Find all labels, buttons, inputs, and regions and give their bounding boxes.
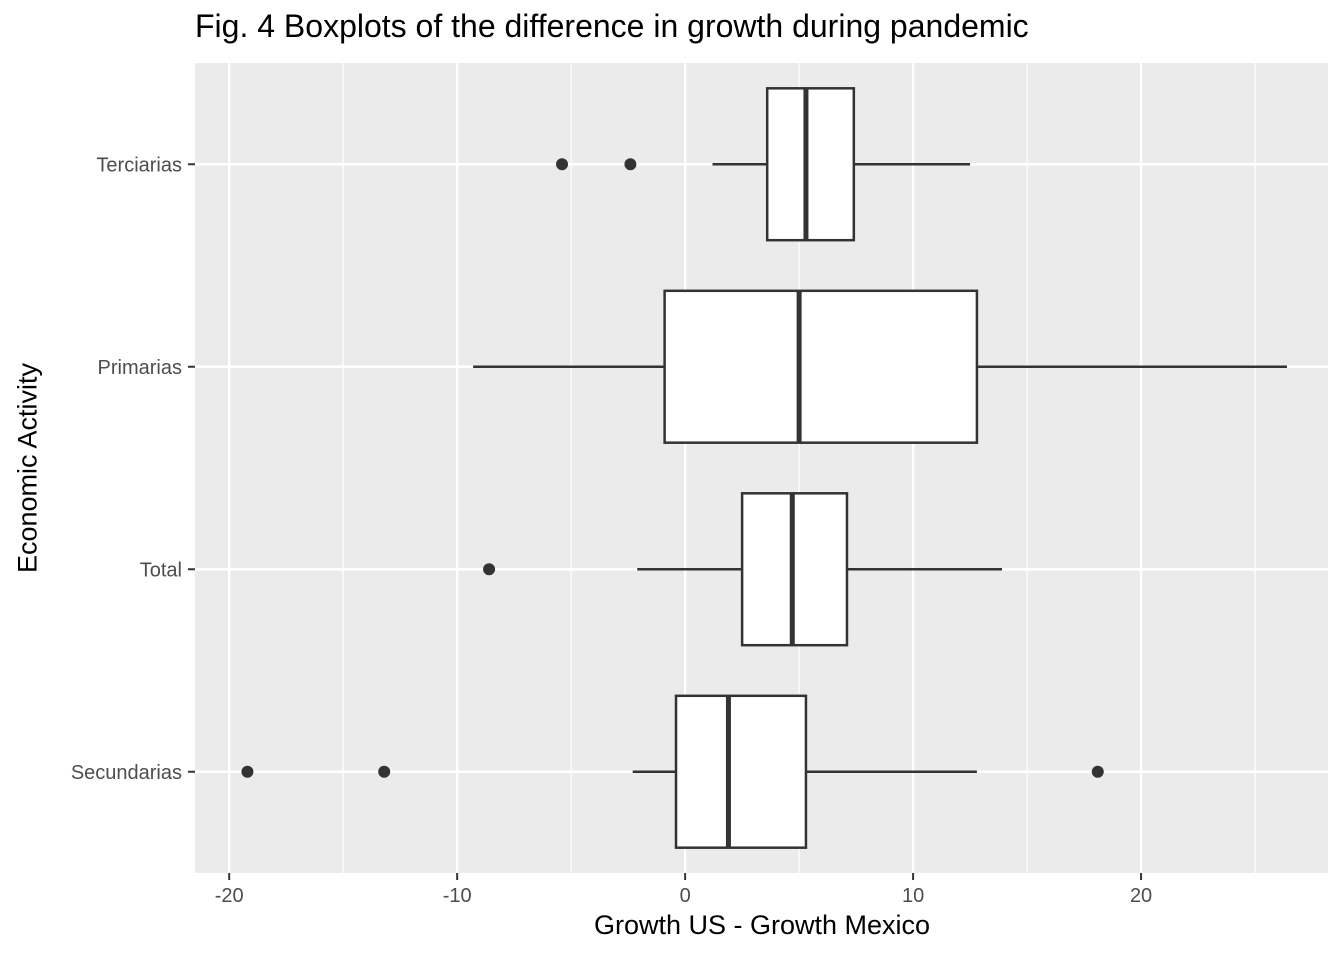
x-tick-label: -20 bbox=[215, 885, 244, 907]
outlier-point bbox=[483, 563, 496, 576]
outlier-point bbox=[241, 765, 254, 778]
y-tick-label: Primarias bbox=[98, 357, 182, 379]
box-secundarias bbox=[674, 694, 808, 849]
x-tick-label: 0 bbox=[680, 885, 691, 907]
outlier-point bbox=[624, 158, 637, 171]
x-tick-label: 10 bbox=[902, 885, 924, 907]
outlier-point bbox=[378, 765, 391, 778]
x-axis-title: Growth US - Growth Mexico bbox=[593, 910, 931, 940]
outlier-point bbox=[556, 158, 569, 171]
y-tick-label: Total bbox=[140, 559, 182, 581]
outlier-point bbox=[1091, 765, 1104, 778]
x-tick-label: -10 bbox=[443, 885, 472, 907]
chart-title: Fig. 4 Boxplots of the difference in gro… bbox=[195, 8, 1029, 44]
y-axis-title: Economic Activity bbox=[12, 362, 43, 574]
y-tick-label: Secundarias bbox=[71, 762, 182, 784]
box-terciarias bbox=[765, 87, 856, 242]
y-tick-label: Terciarias bbox=[96, 154, 182, 176]
x-tick-label: 20 bbox=[1130, 885, 1152, 907]
box-primarias bbox=[663, 289, 979, 444]
